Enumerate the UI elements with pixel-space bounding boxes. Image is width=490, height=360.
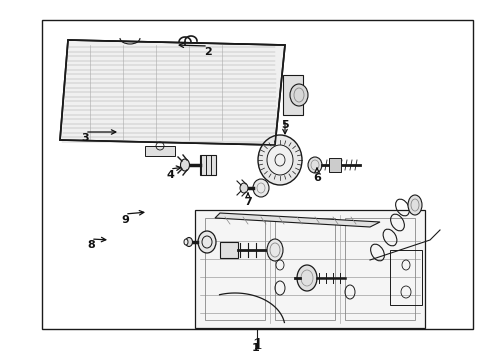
Ellipse shape [180,159,190,171]
Bar [220,242,238,258]
Ellipse shape [184,239,188,245]
Bar [329,158,341,172]
Ellipse shape [240,183,248,193]
Bar [145,146,175,156]
Text: 1: 1 [252,343,260,353]
Polygon shape [215,213,380,227]
Ellipse shape [267,239,283,261]
Text: 1: 1 [252,338,262,352]
Text: 7: 7 [244,197,252,207]
Bar [42,20,473,329]
Ellipse shape [186,238,193,247]
Bar [275,218,335,320]
Text: 5: 5 [281,120,289,130]
Text: 8: 8 [87,240,95,250]
Polygon shape [60,40,285,145]
Text: 4: 4 [166,170,174,180]
Bar [283,75,303,115]
Bar [195,210,425,328]
Bar [390,250,422,305]
Ellipse shape [290,84,308,106]
Ellipse shape [267,145,293,175]
Bar [205,218,265,320]
Ellipse shape [297,265,317,291]
Ellipse shape [198,231,216,253]
Ellipse shape [258,135,302,185]
Text: 3: 3 [81,133,89,143]
Text: 6: 6 [313,173,321,183]
Ellipse shape [308,157,322,173]
Bar [345,218,415,320]
Text: 9: 9 [121,215,129,225]
Text: 2: 2 [204,47,212,57]
Ellipse shape [408,195,422,215]
Bar [200,155,216,175]
Ellipse shape [253,179,269,197]
